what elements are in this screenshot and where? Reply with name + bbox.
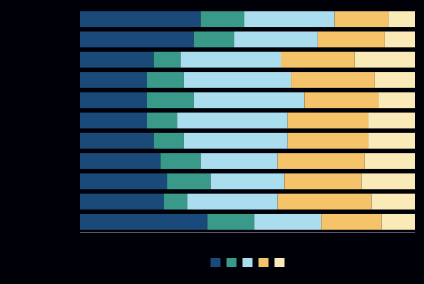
bar-segment bbox=[80, 32, 194, 48]
bar-segment bbox=[177, 113, 288, 129]
bar-segment bbox=[147, 92, 194, 108]
bar-segment bbox=[385, 32, 415, 48]
bar-segment bbox=[318, 32, 385, 48]
bar-segment bbox=[187, 194, 277, 210]
x-axis-line bbox=[80, 232, 415, 233]
bar-segment bbox=[147, 113, 177, 129]
bar-segment bbox=[201, 11, 245, 27]
bar-segment bbox=[244, 11, 334, 27]
legend-swatch bbox=[243, 258, 253, 267]
bar-segment bbox=[368, 133, 415, 149]
bar-segment bbox=[291, 72, 375, 88]
bar-segment bbox=[288, 113, 368, 129]
bar-segment bbox=[80, 194, 164, 210]
bar-segment bbox=[371, 194, 415, 210]
bar-segment bbox=[184, 133, 288, 149]
bar-segment bbox=[281, 52, 355, 68]
bar-segment bbox=[388, 11, 415, 27]
bar-segment bbox=[160, 153, 200, 169]
bar-segment bbox=[201, 153, 278, 169]
bar-segment bbox=[80, 92, 147, 108]
bar-segment bbox=[80, 173, 167, 189]
bars bbox=[80, 11, 415, 230]
bar-segment bbox=[361, 173, 415, 189]
bar-segment bbox=[211, 173, 285, 189]
bar-segment bbox=[284, 173, 361, 189]
chart bbox=[0, 0, 424, 284]
bar-segment bbox=[181, 52, 282, 68]
bar-segment bbox=[80, 72, 147, 88]
bar-segment bbox=[234, 32, 318, 48]
bar-segment bbox=[80, 214, 207, 230]
bar-segment bbox=[288, 133, 368, 149]
bar-segment bbox=[194, 92, 305, 108]
legend-swatch bbox=[275, 258, 285, 267]
legend-swatch bbox=[211, 258, 221, 267]
bar-segment bbox=[154, 133, 184, 149]
bar-segment bbox=[80, 133, 154, 149]
bar-segment bbox=[278, 194, 372, 210]
legend bbox=[211, 258, 285, 267]
legend-swatch bbox=[259, 258, 269, 267]
bar-segment bbox=[378, 92, 415, 108]
bar-segment bbox=[365, 153, 415, 169]
bar-segment bbox=[278, 153, 365, 169]
bar-segment bbox=[154, 52, 181, 68]
bar-segment bbox=[184, 72, 291, 88]
bar-segment bbox=[207, 214, 254, 230]
bar-segment bbox=[368, 113, 415, 129]
bar-segment bbox=[194, 32, 234, 48]
legend-swatch bbox=[227, 258, 237, 267]
bar-segment bbox=[382, 214, 416, 230]
bar-segment bbox=[304, 92, 378, 108]
bar-segment bbox=[147, 72, 184, 88]
bar-segment bbox=[335, 11, 389, 27]
bar-segment bbox=[164, 194, 187, 210]
bar-segment bbox=[375, 72, 415, 88]
bar-segment bbox=[80, 11, 201, 27]
bar-segment bbox=[321, 214, 381, 230]
bar-segment bbox=[80, 52, 154, 68]
bar-segment bbox=[167, 173, 211, 189]
bar-segment bbox=[254, 214, 321, 230]
bar-segment bbox=[355, 52, 415, 68]
bar-segment bbox=[80, 113, 147, 129]
bar-segment bbox=[80, 153, 160, 169]
